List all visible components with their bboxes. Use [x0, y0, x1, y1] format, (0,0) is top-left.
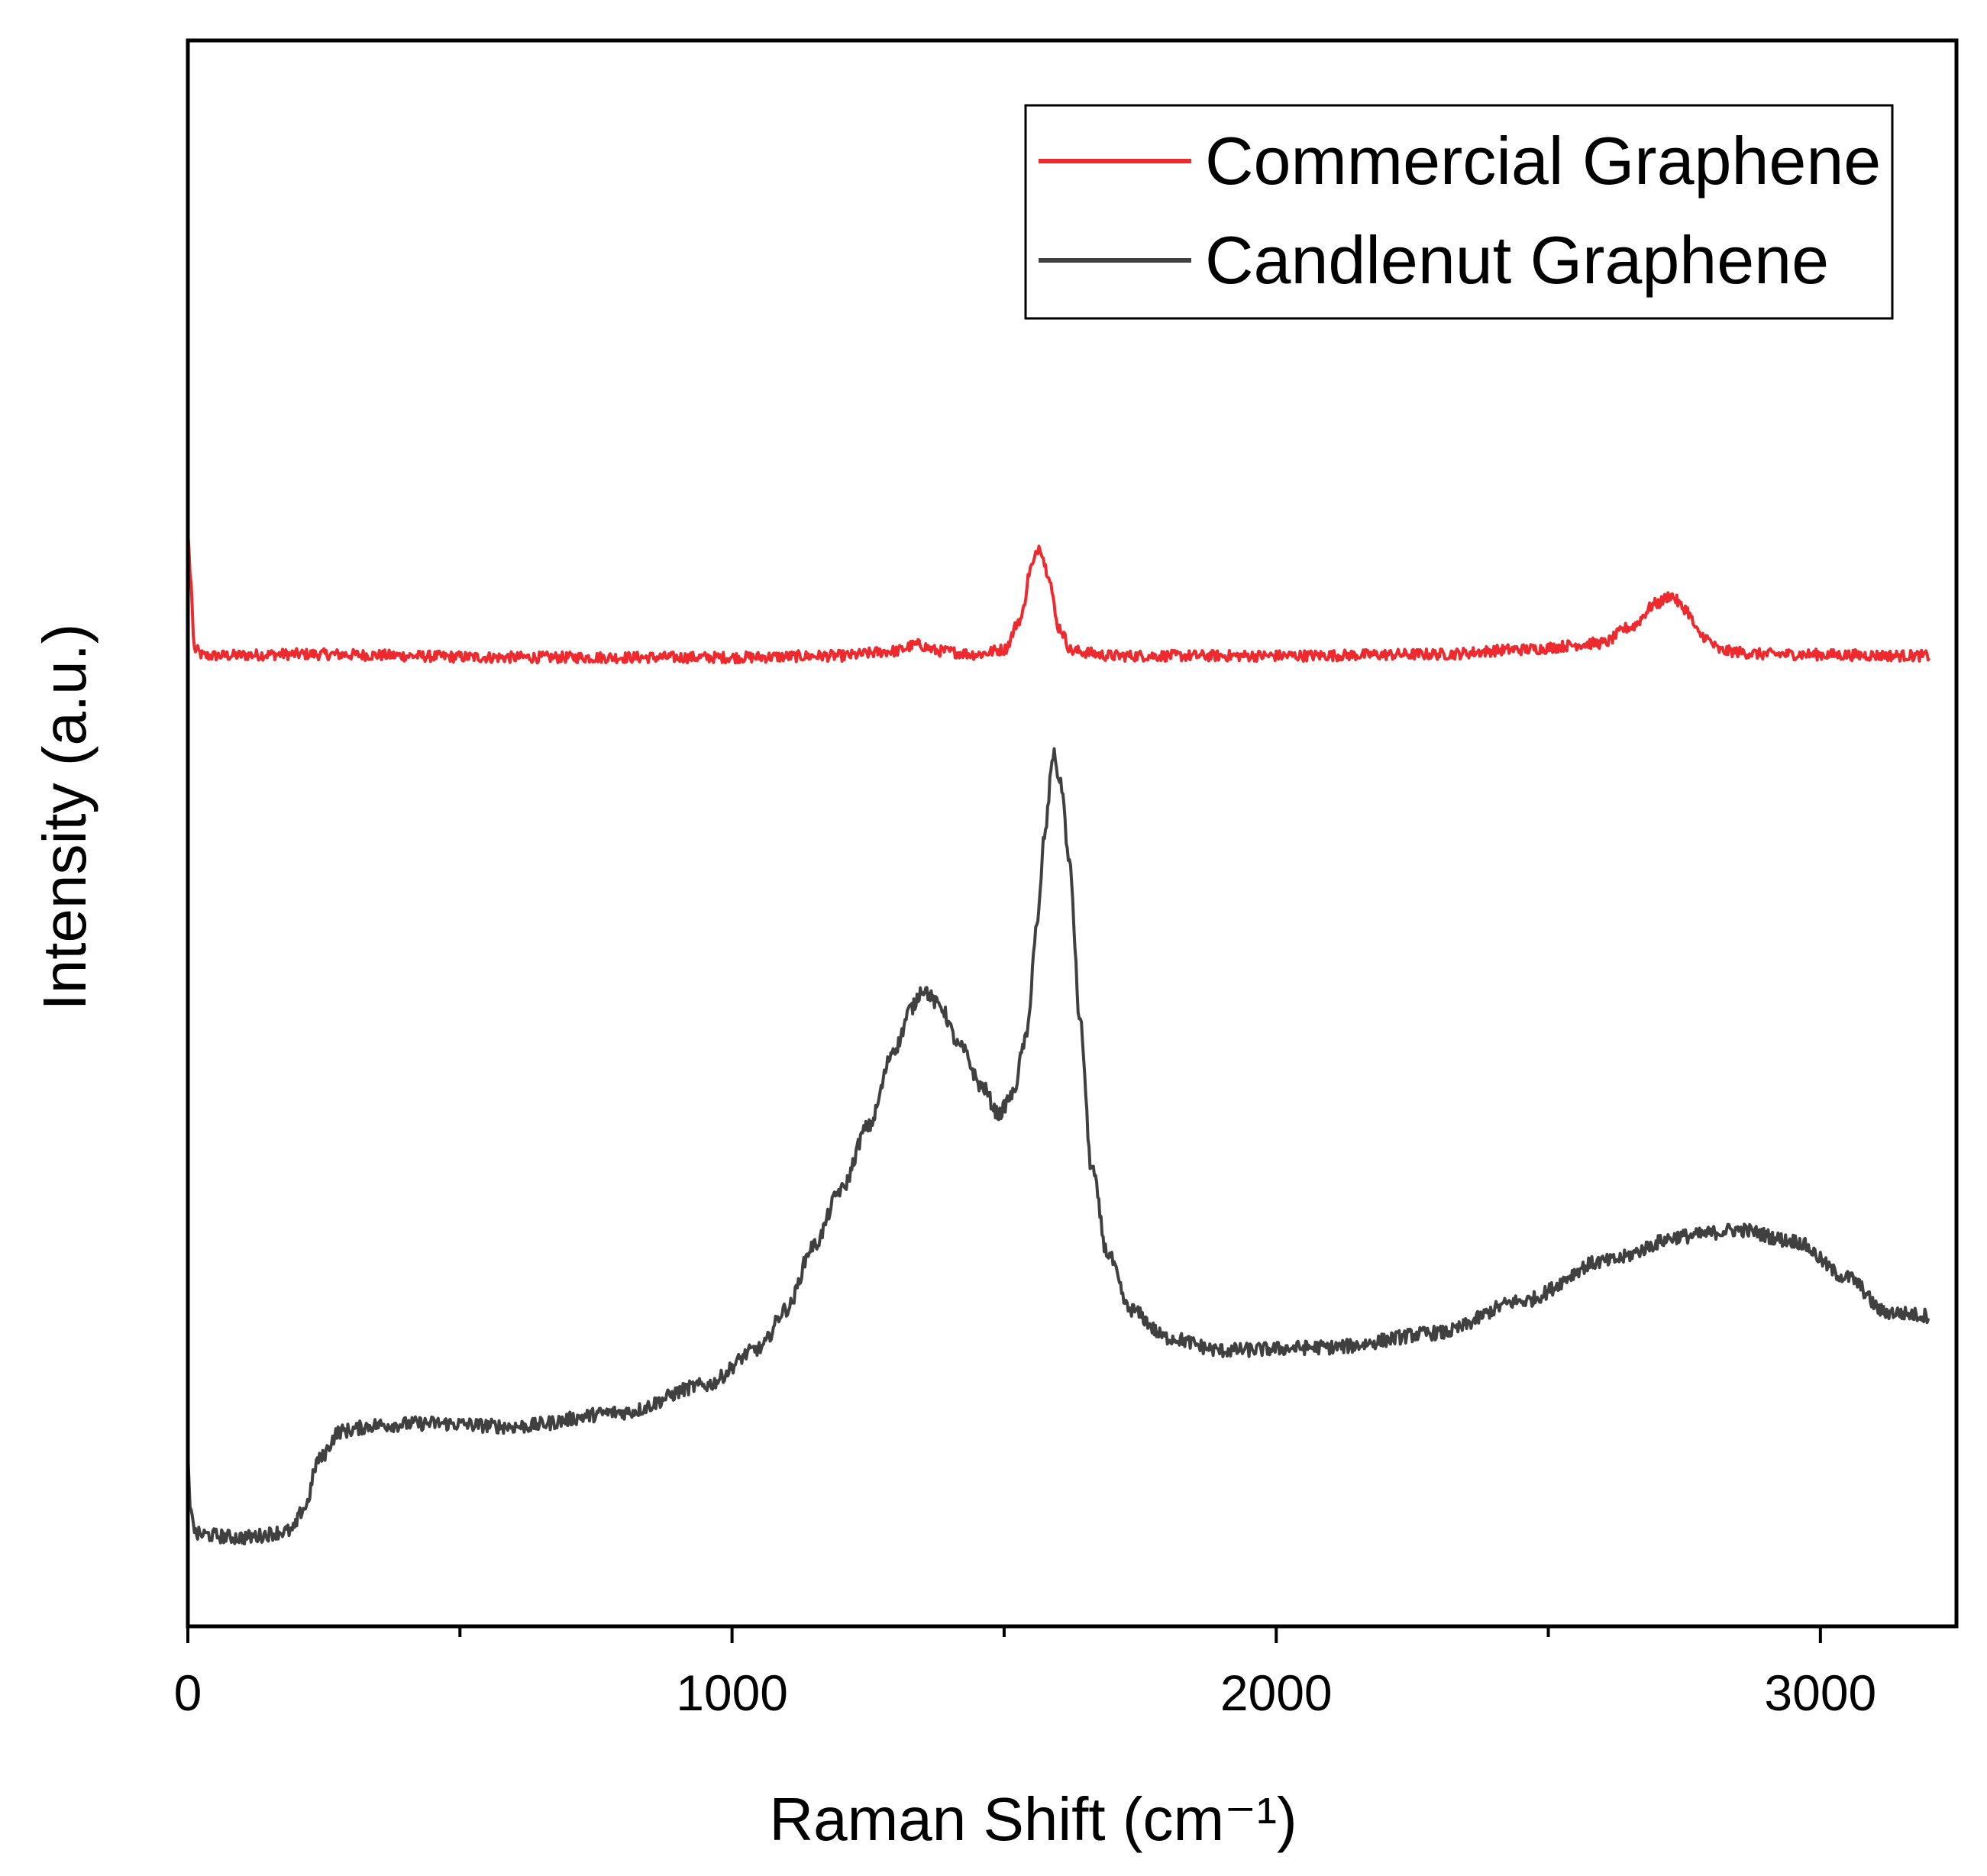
series-layer: [186, 531, 1931, 1546]
y-axis-title: Intensity (a.u.): [31, 624, 99, 1011]
x-axis-ticks: [186, 1626, 1822, 1643]
x-tick-label: 0: [174, 1665, 202, 1721]
legend-box: [1024, 104, 1894, 320]
series-line-commercial-graphene: [186, 531, 1931, 665]
legend-label-commercial-graphene: Commercial Graphene: [1205, 123, 1881, 199]
legend-label-candlenut-graphene: Candlenut Graphene: [1205, 222, 1829, 298]
series-line-candlenut-graphene: [186, 747, 1930, 1546]
x-axis-title: Raman Shift (cm⁻¹): [769, 1785, 1297, 1853]
x-tick-label: 1000: [676, 1665, 788, 1721]
x-tick-labels: 0 1000 2000 3000: [174, 1665, 1877, 1721]
x-tick-label: 2000: [1220, 1665, 1333, 1721]
legend: Commercial Graphene Candlenut Graphene: [1024, 104, 1894, 320]
plot-area-frame: [186, 38, 1959, 1629]
x-tick-label: 3000: [1764, 1665, 1876, 1721]
